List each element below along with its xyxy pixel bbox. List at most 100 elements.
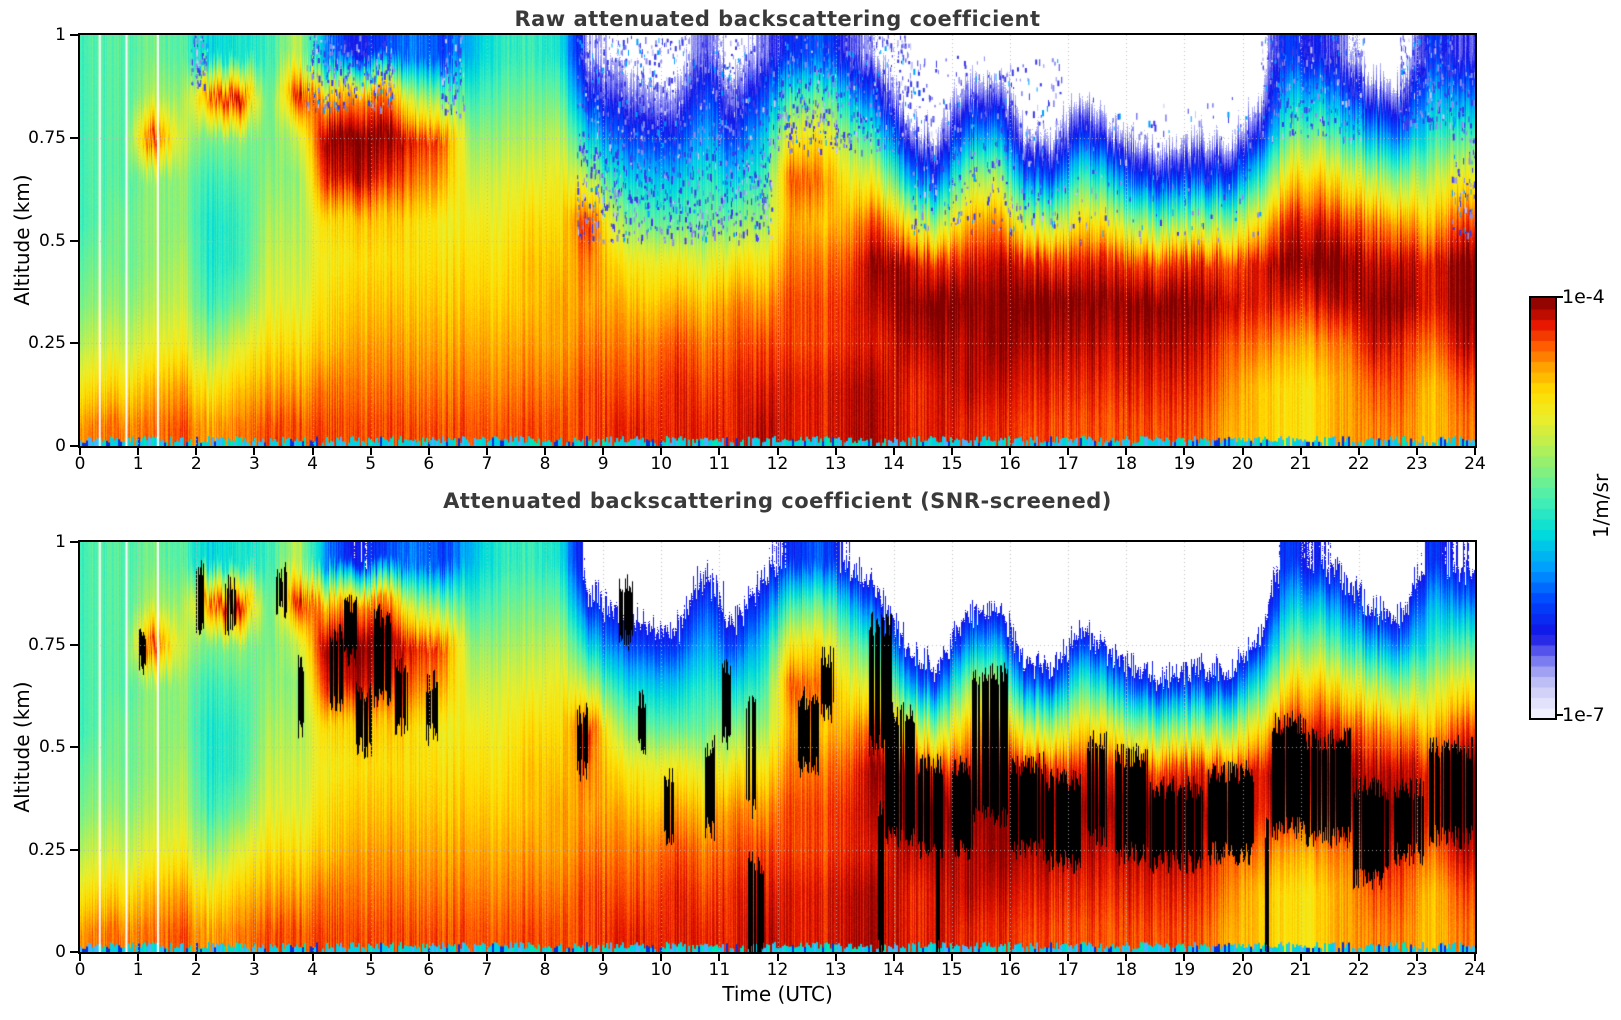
x-tick-p1 (892, 446, 895, 455)
x-tick-p2 (137, 952, 140, 961)
x-tick-p1 (660, 446, 663, 455)
x-tick-label-p1: 2 (190, 454, 202, 474)
x-tick-p1 (1009, 446, 1011, 455)
x-tick-p2 (79, 952, 81, 961)
x-tick-p1 (1125, 446, 1128, 455)
x-tick-label-p2: 15 (941, 960, 963, 980)
x-tick-label-p1: 15 (941, 454, 963, 474)
x-tick-p2 (311, 952, 314, 961)
x-tick-p2 (485, 952, 488, 961)
y-tick-p2 (70, 951, 79, 953)
x-tick-p2 (892, 952, 895, 961)
x-tick-label-p1: 23 (1406, 454, 1428, 474)
x-tick-p1 (1067, 446, 1070, 455)
x-tick-p1 (1183, 446, 1186, 455)
y-tick-p1 (70, 342, 79, 345)
x-tick-label-p1: 6 (423, 454, 435, 474)
x-tick-p2 (195, 952, 198, 961)
x-tick-p1 (485, 446, 488, 455)
x-tick-label-p1: 4 (307, 454, 318, 474)
x-tick-p1 (834, 446, 837, 455)
x-tick-p1 (137, 446, 140, 455)
x-tick-p2 (544, 952, 546, 961)
y-tick-label-p1: 0 (55, 436, 66, 456)
y-tick-p2 (70, 541, 79, 543)
x-tick-p2 (427, 952, 430, 961)
x-tick-label-p1: 9 (597, 454, 609, 474)
colorbar-min-label: 1e-7 (1562, 704, 1605, 726)
colorbar (1529, 296, 1557, 720)
x-tick-p1 (253, 446, 256, 455)
colorbar-unit-label: 1/m/sr (1589, 473, 1613, 539)
x-tick-p2 (1415, 952, 1418, 961)
x-tick-label-p2: 11 (708, 960, 731, 980)
x-tick-label-p2: 1 (132, 960, 144, 980)
x-tick-p2 (1183, 952, 1186, 961)
x-tick-p1 (1299, 446, 1302, 455)
y-tick-p1 (70, 239, 79, 242)
x-tick-p1 (602, 446, 605, 455)
y-tick-label-p1: 0.25 (28, 333, 66, 354)
x-tick-label-p2: 18 (1115, 960, 1138, 980)
xaxis-label: Time (UTC) (722, 982, 833, 1006)
colorbar-bottom-tick (1555, 714, 1563, 716)
x-tick-label-p2: 8 (539, 960, 551, 980)
x-tick-label-p1: 18 (1115, 454, 1138, 474)
y-tick-p1 (70, 34, 79, 36)
x-tick-label-p1: 0 (74, 454, 86, 474)
x-tick-p2 (834, 952, 837, 961)
x-tick-label-p2: 2 (190, 960, 202, 980)
x-tick-label-p1: 22 (1347, 454, 1370, 474)
x-tick-label-p1: 7 (481, 454, 493, 474)
x-tick-label-p2: 17 (1057, 960, 1079, 980)
x-tick-p1 (369, 446, 372, 455)
y-tick-label-p2: 0.75 (28, 634, 66, 655)
x-tick-label-p1: 19 (1173, 454, 1196, 474)
x-tick-p1 (1357, 446, 1360, 455)
x-tick-label-p2: 23 (1406, 960, 1428, 980)
x-tick-label-p1: 3 (248, 454, 260, 474)
x-tick-p1 (311, 446, 314, 455)
x-tick-label-p1: 14 (882, 454, 905, 474)
x-tick-p1 (718, 446, 721, 455)
x-tick-label-p2: 20 (1231, 960, 1254, 980)
x-tick-p1 (195, 446, 198, 455)
x-tick-label-p2: 0 (74, 960, 86, 980)
y-tick-label-p1: 0.5 (38, 230, 66, 251)
x-tick-label-p1: 13 (824, 454, 847, 474)
x-tick-label-p1: 8 (539, 454, 551, 474)
screened-heatmap-panel (78, 540, 1477, 954)
x-tick-label-p1: 21 (1289, 454, 1312, 474)
x-tick-p2 (1067, 952, 1070, 961)
x-tick-p2 (1474, 952, 1476, 961)
x-tick-label-p2: 5 (365, 960, 377, 980)
y-tick-label-p2: 0.5 (38, 737, 66, 757)
y-tick-label-p1: 0.75 (28, 127, 66, 148)
x-tick-label-p2: 4 (307, 960, 318, 980)
raw-heatmap-panel (78, 33, 1477, 448)
x-tick-p2 (718, 952, 721, 961)
y-tick-p2 (70, 848, 79, 851)
y-tick-p1 (70, 136, 79, 139)
x-tick-p2 (253, 952, 256, 961)
x-tick-p2 (1125, 952, 1128, 961)
x-tick-p1 (79, 446, 81, 455)
x-tick-label-p2: 6 (423, 960, 435, 980)
x-tick-p2 (950, 952, 953, 961)
x-tick-p2 (1241, 952, 1244, 961)
x-tick-label-p1: 5 (365, 454, 377, 474)
raw-heatmap-canvas (80, 35, 1475, 446)
x-tick-label-p1: 10 (650, 454, 673, 474)
x-tick-p2 (602, 952, 605, 961)
x-tick-label-p2: 12 (766, 960, 789, 980)
y-tick-label-p1: 1 (55, 25, 66, 45)
x-tick-label-p1: 1 (132, 454, 144, 474)
x-tick-label-p2: 22 (1347, 960, 1370, 980)
x-tick-p2 (1299, 952, 1302, 961)
x-tick-p1 (776, 446, 779, 455)
colorbar-max-label: 1e-4 (1562, 286, 1605, 308)
x-tick-label-p2: 9 (597, 960, 609, 980)
x-tick-label-p1: 20 (1231, 454, 1254, 474)
x-tick-label-p1: 17 (1057, 454, 1079, 474)
